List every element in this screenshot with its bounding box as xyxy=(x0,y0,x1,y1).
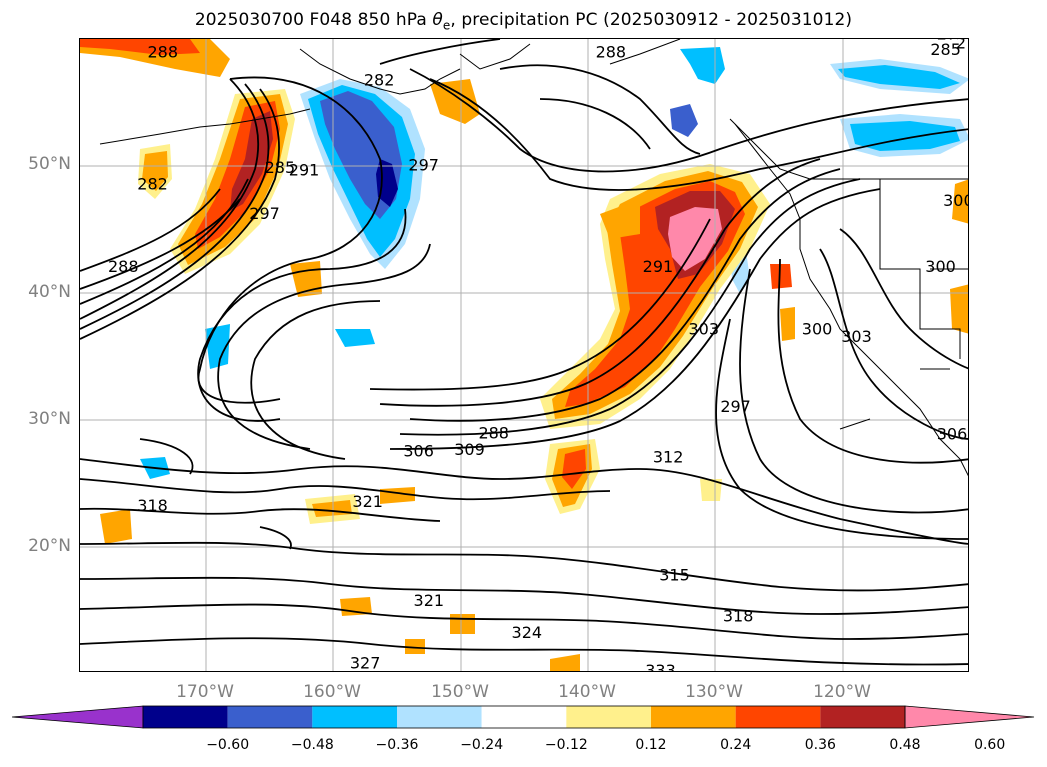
contour-label: 297 xyxy=(720,397,751,416)
contour-label: 297 xyxy=(249,204,280,223)
lat-label-30n: 30°N xyxy=(28,409,71,429)
map-title: 2025030700 F048 850 hPa θe, precipitatio… xyxy=(194,10,853,33)
contour-label: 321 xyxy=(414,591,445,610)
colorbar-cell xyxy=(397,706,482,728)
colorbar-tick-label: 0.60 xyxy=(974,737,1006,753)
coastlines xyxy=(99,39,968,477)
lon-label-160w: 160°W xyxy=(303,682,361,702)
colorbar-tick-label: −0.48 xyxy=(290,737,334,753)
contour-label: 306 xyxy=(403,441,434,460)
theta-e-contours xyxy=(80,39,968,666)
colorbar-cell xyxy=(227,706,313,728)
contour-label: 318 xyxy=(723,606,754,625)
lat-label-20n: 20°N xyxy=(28,536,71,556)
contour-label: 327 xyxy=(350,653,381,672)
colorbar-tick-label: −0.36 xyxy=(375,737,419,753)
contour-label: 303 xyxy=(841,327,872,346)
contour-label: 300 xyxy=(802,319,833,338)
contour-label: 309 xyxy=(454,440,485,459)
contour-label: 324 xyxy=(512,623,543,642)
contour-label: 330 xyxy=(179,671,210,672)
lon-label-150w: 150°W xyxy=(431,682,489,702)
lon-label-170w: 170°W xyxy=(176,682,234,702)
contour-label: 285 xyxy=(930,40,961,59)
colorbar-cell xyxy=(312,706,397,728)
contour-label: 288 xyxy=(147,42,178,61)
contour-label: 288 xyxy=(108,257,139,276)
contour-label: 288 xyxy=(596,42,627,61)
colorbar-tick-label: −0.24 xyxy=(460,737,504,753)
graticule xyxy=(80,39,968,671)
colorbar xyxy=(12,705,1035,729)
contour-label: 303 xyxy=(688,319,719,338)
colorbar-tick-label: 0.48 xyxy=(889,737,921,753)
contour-label: 312 xyxy=(653,448,684,467)
contour-label: 285 xyxy=(265,158,296,177)
contour-label: 282 xyxy=(137,175,168,194)
contour-label: 291 xyxy=(289,161,320,180)
colorbar-tick-label: 0.36 xyxy=(804,737,836,753)
colorbar-cell xyxy=(735,706,821,728)
colorbar-extend-min xyxy=(12,705,144,729)
contour-label: 306 xyxy=(937,425,968,444)
contour-label: 333 xyxy=(645,661,676,672)
lon-label-130w: 130°W xyxy=(685,682,743,702)
colorbar-cell xyxy=(481,706,567,728)
colorbar-cell xyxy=(651,706,736,728)
colorbar-cell xyxy=(820,706,905,728)
map-panel: 288 288 282 297 288 282 285 291 297 288 291 303 297 3… xyxy=(79,38,969,672)
contour-label: 288 xyxy=(478,423,509,442)
lon-label-120w: 120°W xyxy=(813,682,871,702)
contour-label: 282 xyxy=(364,70,395,89)
contour-label: 276 xyxy=(937,39,968,44)
colorbar-extend-max xyxy=(904,705,1035,729)
contour-label: 297 xyxy=(408,156,439,175)
contour-label: 279 xyxy=(956,39,969,53)
contour-label: 321 xyxy=(352,492,383,511)
lon-label-140w: 140°W xyxy=(558,682,616,702)
colorbar-tick-label: 0.12 xyxy=(635,737,667,753)
colorbar-cell xyxy=(143,706,228,728)
contour-label: 315 xyxy=(659,566,690,585)
contour-label: 318 xyxy=(137,496,168,515)
lat-label-40n: 40°N xyxy=(28,282,71,302)
contour-label: 300 xyxy=(943,191,969,210)
colorbar-tick-label: 0.24 xyxy=(720,737,752,753)
colorbar-outline xyxy=(142,705,906,729)
contour-label: 291 xyxy=(643,257,674,276)
contour-label: 300 xyxy=(925,257,956,276)
colorbar-cell xyxy=(566,706,651,728)
colorbar-tick-label: −0.60 xyxy=(206,737,250,753)
contour-label: 336 xyxy=(709,670,740,672)
colorbar-tick-label: −0.12 xyxy=(544,737,588,753)
lat-label-50n: 50°N xyxy=(28,154,71,174)
